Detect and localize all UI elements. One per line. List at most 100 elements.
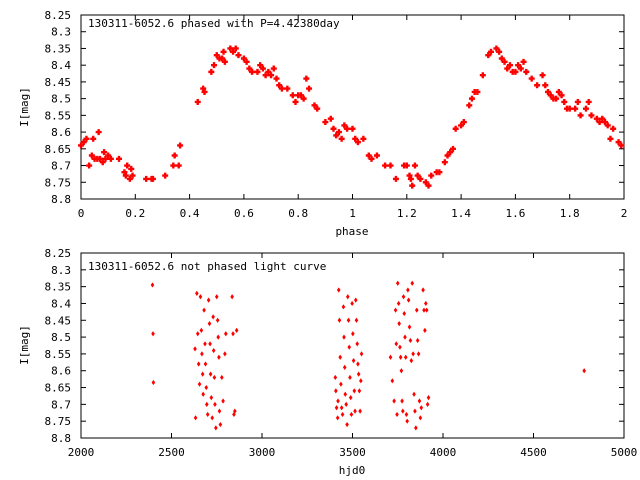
phased-axis-ticks: 0 0.2 0.4 0.6 0.8 1 1.2 1.4 1.6 1.8 2 8.25 8.3 8.35 8.… [45, 9, 628, 220]
data-point [284, 85, 291, 92]
data-point [414, 307, 419, 313]
data-point [396, 300, 401, 307]
data-point [214, 294, 219, 300]
data-point [270, 65, 277, 72]
y-tick-label: 8.45 [45, 76, 72, 89]
data-point [406, 172, 413, 179]
data-point [149, 175, 156, 182]
data-point [444, 152, 451, 159]
data-point [413, 408, 417, 414]
data-point [399, 368, 404, 374]
data-point [493, 45, 500, 52]
data-point [311, 102, 318, 109]
data-point [78, 142, 85, 149]
x-tick-label: 1.2 [397, 207, 417, 220]
data-point [392, 398, 396, 404]
data-point [357, 388, 362, 394]
y-tick-label: 8.6 [51, 365, 71, 378]
data-point [202, 307, 206, 313]
data-point [553, 95, 560, 102]
data-point [382, 162, 389, 169]
data-point [195, 331, 200, 337]
x-tick-label: 1.4 [451, 207, 471, 220]
data-point [387, 162, 394, 169]
data-point [406, 297, 411, 303]
x-tick-label: 0.2 [125, 207, 145, 220]
data-point [214, 425, 218, 431]
unphased-axis-ticks: 2000 2500 3000 3500 4000 4500 5000 8.25 8.3 8.35 8… [45, 247, 638, 459]
data-point [199, 327, 204, 333]
data-point [126, 175, 133, 182]
data-point [204, 401, 209, 407]
data-point [390, 378, 395, 384]
data-point [300, 95, 307, 102]
data-point [577, 112, 584, 119]
data-point [348, 395, 353, 401]
data-point [410, 280, 415, 286]
data-point [353, 408, 357, 414]
data-point [171, 152, 178, 159]
x-tick-label: 5000 [611, 446, 638, 459]
data-point [200, 351, 204, 357]
y-tick-label: 8.8 [51, 432, 71, 445]
data-point [466, 102, 473, 109]
data-point [170, 162, 177, 169]
data-point [162, 172, 169, 179]
data-point [355, 341, 360, 347]
data-point [276, 82, 283, 89]
data-point [401, 408, 405, 414]
data-point [233, 408, 237, 414]
data-point [338, 135, 345, 142]
phased-plot-panel: 130311-6052.6 phased with P=4.42380day p… [18, 9, 627, 238]
data-point [95, 129, 102, 136]
unphased-data-points [150, 280, 586, 431]
data-point [425, 182, 432, 189]
data-point [412, 391, 416, 397]
data-point [218, 421, 223, 428]
data-point [342, 334, 346, 340]
y-tick-label: 8.7 [51, 160, 71, 173]
data-point [416, 351, 421, 357]
y-tick-label: 8.25 [45, 247, 72, 260]
data-point [206, 297, 211, 303]
data-point [200, 371, 205, 377]
data-point [342, 364, 347, 370]
data-point [561, 98, 568, 105]
data-point [599, 115, 606, 122]
data-point [234, 327, 239, 333]
data-point [177, 142, 184, 149]
data-point [405, 418, 409, 424]
data-point [618, 142, 625, 149]
data-point [588, 112, 595, 119]
data-point [292, 98, 299, 105]
data-point [341, 122, 348, 129]
data-point [365, 152, 372, 159]
data-point [303, 75, 310, 82]
data-point [414, 172, 421, 179]
data-point [257, 62, 264, 69]
data-point [99, 159, 106, 166]
data-point [349, 411, 354, 418]
data-point [216, 334, 220, 340]
data-point [330, 125, 337, 132]
data-point [393, 307, 398, 313]
data-point [409, 182, 416, 189]
data-point [359, 378, 363, 384]
x-tick-label: 2 [621, 207, 628, 220]
data-point [220, 374, 224, 381]
data-point [105, 152, 112, 159]
data-point [610, 125, 617, 132]
x-tick-label: 4000 [430, 446, 457, 459]
data-point [582, 368, 586, 374]
data-point [423, 327, 427, 333]
data-point [213, 52, 220, 59]
data-point [346, 317, 351, 323]
y-tick-label: 8.55 [45, 109, 72, 122]
data-point [360, 135, 367, 142]
data-point [596, 119, 603, 126]
data-point [336, 287, 341, 293]
data-point [221, 398, 225, 404]
data-point [441, 159, 448, 166]
data-point [574, 98, 581, 105]
data-point [232, 45, 239, 52]
